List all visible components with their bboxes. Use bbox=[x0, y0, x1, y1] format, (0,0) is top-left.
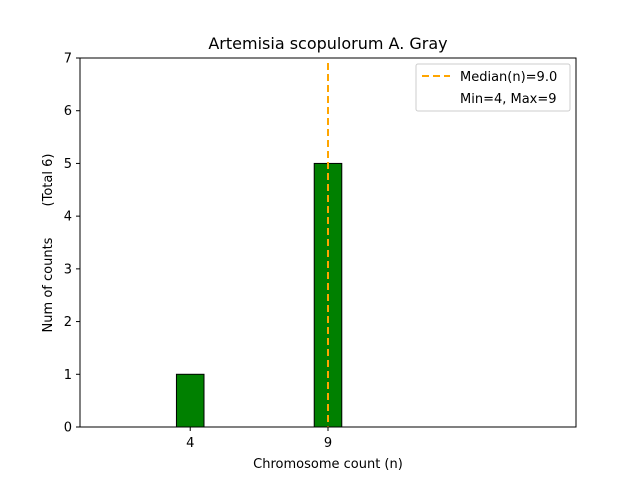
legend-entry-range: Min=4, Max=9 bbox=[460, 92, 557, 107]
y-axis-total-label: (Total 6) bbox=[41, 154, 56, 207]
y-tick-label: 5 bbox=[64, 157, 72, 172]
axes: 0 1 2 3 4 5 6 7 4 9 bbox=[64, 52, 577, 451]
y-tick-label: 1 bbox=[64, 368, 72, 383]
y-tick-label: 4 bbox=[64, 210, 72, 225]
y-tick-label: 6 bbox=[64, 104, 72, 119]
x-axis-label: Chromosome count (n) bbox=[253, 457, 403, 472]
chart-title: Artemisia scopulorum A. Gray bbox=[208, 34, 447, 53]
bar-n-4 bbox=[175, 373, 205, 428]
y-tick-label: 2 bbox=[64, 315, 72, 330]
x-tick-label: 9 bbox=[324, 436, 332, 451]
legend-box bbox=[415, 63, 571, 112]
plot-area bbox=[80, 63, 411, 428]
y-tick-label: 7 bbox=[64, 52, 72, 67]
legend-entry-median: Median(n)=9.0 bbox=[460, 70, 557, 85]
y-axis-label: Num of counts bbox=[41, 237, 56, 332]
y-tick-label: 3 bbox=[64, 262, 72, 277]
x-tick-label: 4 bbox=[186, 436, 194, 451]
legend: Median(n)=9.0 Min=4, Max=9 bbox=[415, 63, 571, 112]
y-tick-label: 0 bbox=[64, 421, 72, 436]
